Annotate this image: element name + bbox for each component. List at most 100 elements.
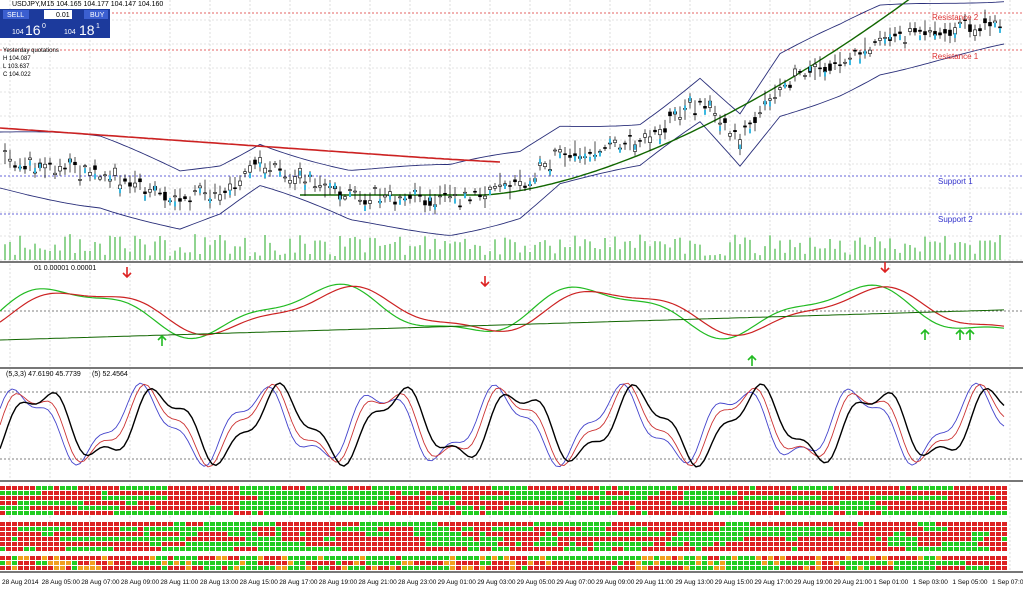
heat-cell	[900, 542, 905, 546]
candle-body	[178, 198, 182, 202]
sar-dot	[769, 101, 771, 107]
sar-dot	[749, 128, 751, 134]
heat-cell	[426, 496, 431, 500]
heat-cell	[156, 561, 161, 565]
buy-pips: 18	[79, 22, 95, 38]
sar-dot	[594, 153, 596, 159]
heat-cell	[894, 532, 899, 536]
heat-cell	[546, 527, 551, 531]
heat-cell	[798, 556, 803, 560]
heat-cell	[888, 527, 893, 531]
heat-cell	[450, 556, 455, 560]
heat-cell	[168, 542, 173, 546]
heat-cell	[294, 566, 299, 570]
heat-cell	[264, 511, 269, 515]
heat-cell	[726, 496, 731, 500]
buy-button[interactable]	[84, 10, 108, 19]
heat-cell	[858, 542, 863, 546]
heat-cell	[372, 537, 377, 541]
lot-input[interactable]	[44, 10, 72, 19]
heat-cell	[624, 486, 629, 490]
heat-cell	[612, 511, 617, 515]
heat-cell	[30, 511, 35, 515]
heat-cell	[444, 527, 449, 531]
heat-cell	[150, 491, 155, 495]
heat-cell	[720, 556, 725, 560]
heat-cell	[924, 522, 929, 526]
heat-cell	[408, 491, 413, 495]
heat-cell	[522, 547, 527, 551]
heat-cell	[0, 532, 5, 536]
heat-cell	[0, 566, 5, 570]
heat-cell	[414, 496, 419, 500]
heat-cell	[318, 537, 323, 541]
heat-cell	[606, 566, 611, 570]
heat-cell	[726, 532, 731, 536]
heat-cell	[390, 561, 395, 565]
candle-body	[928, 30, 932, 33]
heat-cell	[432, 511, 437, 515]
heat-cell	[756, 511, 761, 515]
heat-cell	[180, 506, 185, 510]
heat-cell	[462, 486, 467, 490]
sell-button[interactable]	[3, 10, 29, 19]
heat-cell	[330, 511, 335, 515]
heat-cell	[846, 561, 851, 565]
heat-cell	[942, 496, 947, 500]
heat-cell	[192, 496, 197, 500]
heat-cell	[288, 506, 293, 510]
heat-cell	[1002, 511, 1007, 515]
candle-body	[198, 185, 202, 189]
heat-cell	[492, 506, 497, 510]
heat-cell	[636, 501, 641, 505]
heat-cell	[894, 506, 899, 510]
heat-cell	[648, 532, 653, 536]
heat-cell	[96, 501, 101, 505]
heat-cell	[48, 511, 53, 515]
heat-cell	[156, 486, 161, 490]
heat-cell	[714, 532, 719, 536]
heat-cell	[702, 561, 707, 565]
heat-cell	[384, 522, 389, 526]
heat-cell	[576, 537, 581, 541]
heat-cell	[444, 561, 449, 565]
heat-cell	[366, 527, 371, 531]
heat-cell	[360, 537, 365, 541]
heat-cell	[318, 496, 323, 500]
heat-cell	[810, 561, 815, 565]
candle-body	[183, 196, 187, 199]
heat-cell	[810, 547, 815, 551]
heat-cell	[312, 511, 317, 515]
heat-cell	[180, 561, 185, 565]
heat-cell	[378, 537, 383, 541]
heat-cell	[990, 491, 995, 495]
heat-cell	[768, 537, 773, 541]
heat-cell	[324, 532, 329, 536]
heat-cell	[444, 506, 449, 510]
heat-cell	[546, 486, 551, 490]
heat-cell	[294, 486, 299, 490]
heat-cell	[984, 566, 989, 570]
heat-cell	[942, 527, 947, 531]
heat-cell	[210, 561, 215, 565]
heat-cell	[750, 506, 755, 510]
sar-dot	[549, 169, 551, 175]
heat-cell	[522, 486, 527, 490]
heat-cell	[258, 561, 263, 565]
heat-cell	[888, 547, 893, 551]
heat-cell	[186, 522, 191, 526]
heat-cell	[132, 501, 137, 505]
heat-cell	[36, 522, 41, 526]
heat-cell	[636, 542, 641, 546]
heat-cell	[402, 491, 407, 495]
heat-cell	[456, 486, 461, 490]
heat-cell	[450, 501, 455, 505]
heat-cell	[84, 506, 89, 510]
heat-cell	[30, 496, 35, 500]
candle-body	[873, 41, 877, 43]
heat-cell	[936, 506, 941, 510]
heat-cell	[588, 501, 593, 505]
heat-cell	[6, 537, 11, 541]
candle-body	[448, 196, 452, 199]
heat-cell	[996, 566, 1001, 570]
